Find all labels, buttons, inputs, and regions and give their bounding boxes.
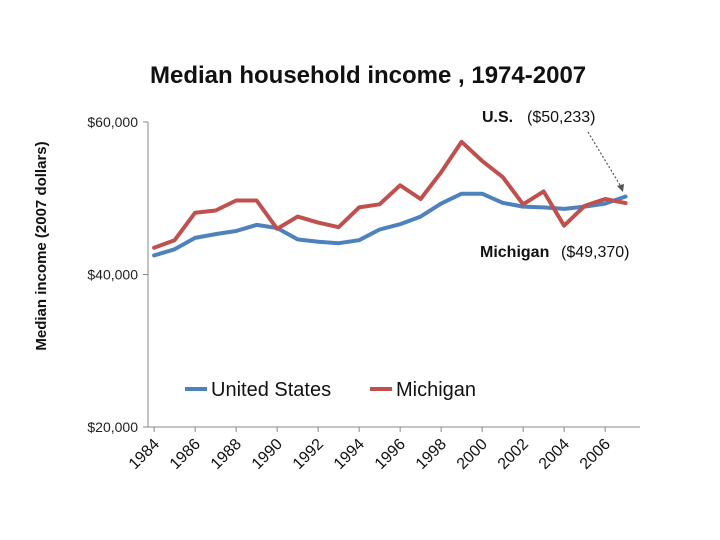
x-tick-label: 2002 — [495, 436, 532, 473]
y-ticks: $20,000 $40,000 $60,000 — [87, 114, 148, 435]
x-tick-label: 1988 — [208, 436, 245, 473]
annotations: U.S. ($50,233) Michigan ($49,370) — [480, 109, 630, 261]
y-axis-label: Median income (2007 dollars) — [33, 141, 50, 350]
x-tick-label: 1992 — [290, 436, 327, 473]
x-tick-label: 2000 — [454, 436, 491, 473]
x-tick-label: 1984 — [126, 436, 163, 473]
us-annotation-value: ($50,233) — [527, 109, 596, 126]
x-tick-label: 2004 — [536, 436, 573, 473]
x-tick-label: 1986 — [167, 436, 204, 473]
us-annotation-arrowhead — [617, 184, 624, 192]
y-tick-label: $60,000 — [87, 114, 138, 130]
chart-title: Median household income , 1974-2007 — [150, 62, 587, 89]
legend-label: Michigan — [396, 379, 476, 401]
series-line-michigan — [152, 139, 628, 250]
x-tick-label: 1996 — [372, 436, 409, 473]
y-tick-label: $20,000 — [87, 419, 138, 435]
michigan-annotation-value: ($49,370) — [561, 244, 630, 261]
us-annotation-label: U.S. — [482, 109, 513, 126]
legend: United States Michigan — [185, 379, 476, 401]
michigan-annotation-label: Michigan — [480, 244, 549, 261]
x-tick-label: 1994 — [331, 436, 368, 473]
legend-label: United States — [211, 379, 331, 401]
y-tick-label: $40,000 — [87, 267, 138, 283]
x-tick-label: 1998 — [413, 436, 450, 473]
y-axis-label-group: Median income (2007 dollars) — [33, 141, 50, 350]
series-lines — [152, 139, 628, 258]
x-ticks: 1984 1986 1988 1990 1992 1994 1996 1998 2000 2002… — [126, 427, 614, 473]
us-annotation-arrow — [587, 131, 624, 191]
x-tick-label: 2006 — [577, 436, 614, 473]
series-line-united-states — [152, 191, 628, 258]
x-tick-label: 1990 — [249, 436, 286, 473]
